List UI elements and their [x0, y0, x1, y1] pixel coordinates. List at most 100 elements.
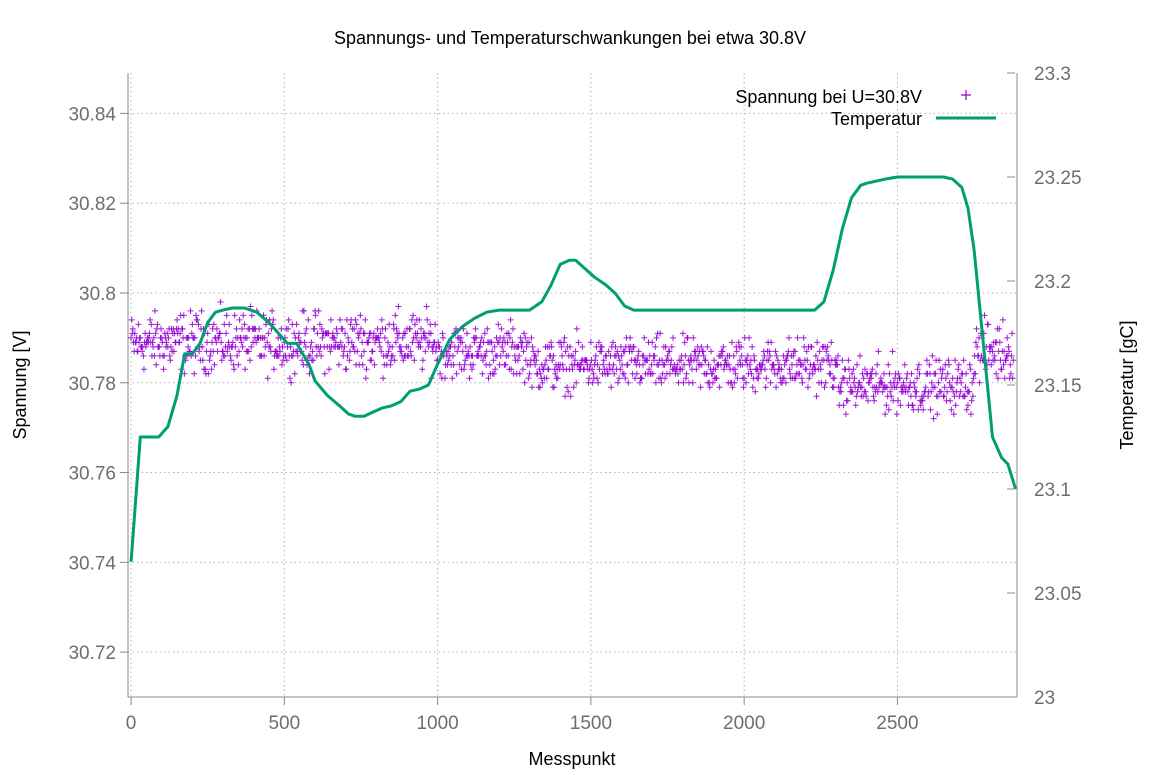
voltage-point: [362, 316, 369, 323]
voltage-point: [594, 361, 601, 368]
voltage-point: [384, 339, 391, 346]
voltage-point: [949, 384, 956, 391]
voltage-point: [378, 348, 385, 355]
voltage-point: [167, 343, 174, 350]
voltage-point: [387, 361, 394, 368]
voltage-point: [382, 325, 389, 332]
voltage-point: [352, 316, 359, 323]
voltage-point: [824, 343, 831, 350]
voltage-point: [945, 361, 952, 368]
x-tick-label: 500: [268, 713, 300, 734]
voltage-point: [903, 375, 910, 382]
voltage-point: [376, 339, 383, 346]
voltage-point: [947, 397, 954, 404]
voltage-point: [587, 339, 594, 346]
voltage-point: [445, 357, 452, 364]
voltage-point: [640, 361, 647, 368]
voltage-point: [502, 361, 509, 368]
voltage-point: [887, 388, 894, 395]
voltage-point: [803, 366, 810, 373]
voltage-point: [163, 339, 170, 346]
voltage-point: [618, 352, 625, 359]
voltage-point: [817, 366, 824, 373]
voltage-point: [459, 348, 466, 355]
y2-tick-label: 23.3: [1034, 64, 1071, 85]
voltage-point: [461, 361, 468, 368]
voltage-point: [901, 361, 908, 368]
voltage-point: [628, 348, 635, 355]
voltage-point: [872, 370, 879, 377]
voltage-point: [624, 361, 631, 368]
voltage-point: [755, 375, 762, 382]
voltage-point: [1009, 375, 1016, 382]
voltage-point: [408, 352, 415, 359]
voltage-point: [305, 316, 312, 323]
voltage-point: [291, 370, 298, 377]
voltage-point: [154, 321, 161, 328]
voltage-point: [223, 312, 230, 319]
voltage-point: [762, 366, 769, 373]
voltage-point: [359, 361, 366, 368]
voltage-point: [653, 334, 660, 341]
voltage-point: [407, 325, 414, 332]
voltage-point: [998, 366, 1005, 373]
voltage-point: [931, 384, 938, 391]
voltage-point: [161, 352, 168, 359]
voltage-point: [459, 339, 466, 346]
voltage-point: [559, 361, 566, 368]
voltage-point: [950, 411, 957, 418]
voltage-point: [827, 370, 834, 377]
voltage-point: [796, 370, 803, 377]
voltage-point: [473, 334, 480, 341]
voltage-point: [402, 330, 409, 337]
voltage-point: [216, 330, 223, 337]
voltage-point: [312, 312, 319, 319]
voltage-point: [516, 352, 523, 359]
voltage-point: [627, 334, 634, 341]
voltage-point: [880, 370, 887, 377]
voltage-point: [500, 348, 507, 355]
voltage-point: [278, 361, 285, 368]
voltage-point: [798, 375, 805, 382]
voltage-point: [262, 321, 269, 328]
voltage-point: [253, 339, 260, 346]
voltage-point: [196, 348, 203, 355]
voltage-point: [537, 384, 544, 391]
voltage-point: [295, 334, 302, 341]
voltage-point: [484, 325, 491, 332]
voltage-point: [595, 379, 602, 386]
voltage-point: [217, 298, 224, 305]
voltage-point: [893, 411, 900, 418]
voltage-point: [164, 330, 171, 337]
voltage-point: [299, 357, 306, 364]
voltage-point: [551, 384, 558, 391]
voltage-point: [668, 357, 675, 364]
voltage-point: [422, 334, 429, 341]
voltage-point: [432, 348, 439, 355]
voltage-point: [465, 348, 472, 355]
x-tick-label: 1500: [570, 713, 612, 734]
voltage-point: [821, 384, 828, 391]
voltage-point: [900, 379, 907, 386]
voltage-point: [335, 361, 342, 368]
voltage-point: [414, 330, 421, 337]
voltage-point: [497, 352, 504, 359]
voltage-point: [792, 375, 799, 382]
voltage-point: [792, 348, 799, 355]
voltage-point: [529, 343, 536, 350]
voltage-point: [1009, 330, 1016, 337]
voltage-point: [283, 357, 290, 364]
voltage-point: [180, 312, 187, 319]
voltage-point: [834, 352, 841, 359]
voltage-point: [405, 343, 412, 350]
voltage-point: [991, 357, 998, 364]
voltage-point: [537, 370, 544, 377]
voltage-point: [849, 370, 856, 377]
voltage-point: [616, 357, 623, 364]
voltage-point: [476, 343, 483, 350]
voltage-point: [885, 361, 892, 368]
voltage-point: [507, 316, 514, 323]
voltage-point: [191, 334, 198, 341]
voltage-point: [611, 370, 618, 377]
voltage-point: [648, 361, 655, 368]
